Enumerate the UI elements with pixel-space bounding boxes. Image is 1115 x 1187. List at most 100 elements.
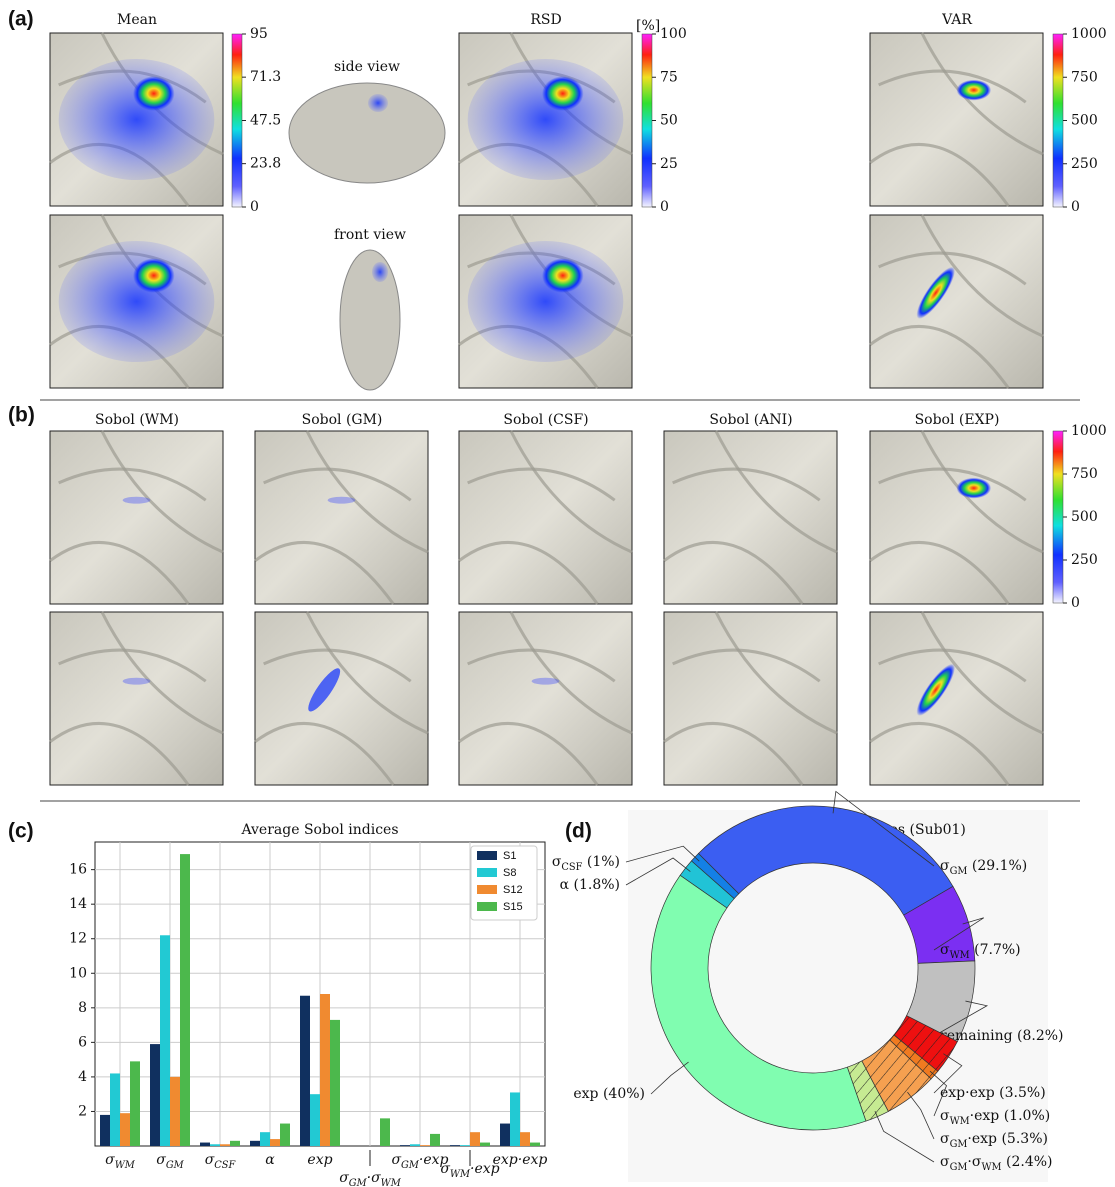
slice-label: σCSF (1%): [552, 854, 620, 873]
legend-label: S8: [503, 867, 516, 879]
colorbar-tick-label: 100: [660, 26, 687, 42]
surface-image: [870, 33, 1043, 206]
brain-side: [289, 83, 445, 183]
slice-label: exp·exp (3.5%): [940, 1085, 1046, 1101]
image-title: Sobol (ANI): [709, 412, 792, 428]
colorbar-tick-label: 0: [660, 199, 669, 215]
slice-label: α (1.8%): [560, 877, 620, 893]
image-title: Sobol (WM): [95, 412, 179, 428]
legend-label: S12: [503, 884, 523, 896]
bar: [410, 1144, 420, 1146]
y-tick-label: 16: [69, 862, 87, 878]
colorbar-tick-label: 0: [1071, 199, 1080, 215]
overlay: [328, 497, 356, 504]
bar: [100, 1115, 110, 1146]
surface-image: [459, 612, 632, 785]
overlay: [468, 59, 624, 180]
overlay: [372, 262, 388, 282]
bar: [260, 1132, 270, 1146]
surface-image: [50, 612, 223, 785]
y-tick-label: 8: [78, 1000, 87, 1016]
bar: [150, 1044, 160, 1146]
bar: [210, 1144, 220, 1146]
brain-front: [340, 250, 400, 390]
colorbar: [1053, 34, 1063, 207]
y-tick-label: 12: [69, 931, 87, 947]
surface-image: [870, 431, 1043, 604]
overlay: [133, 258, 175, 293]
overlay: [123, 497, 151, 504]
bar: [510, 1092, 520, 1146]
panel-label: (a): [8, 8, 34, 31]
bar: [280, 1124, 290, 1146]
colorbar-tick-label: 23.8: [250, 156, 281, 172]
y-tick-label: 2: [78, 1103, 87, 1119]
bar: [120, 1113, 130, 1146]
surface-image: [255, 431, 428, 604]
colorbar-tick-label: 75: [660, 69, 678, 85]
x-tick-label: exp·exp: [493, 1152, 548, 1168]
bar: [300, 996, 310, 1146]
bar: [330, 1020, 340, 1146]
x-tick-label: σCSF: [205, 1152, 237, 1171]
y-tick-label: 4: [78, 1069, 87, 1085]
colorbar-tick-label: 1000: [1071, 423, 1107, 439]
y-tick-label: 6: [78, 1034, 87, 1050]
overlay: [133, 76, 175, 111]
colorbar-tick-label: 71.3: [250, 69, 281, 85]
bar: [380, 1118, 390, 1146]
bar: [220, 1144, 230, 1146]
bar: [400, 1145, 410, 1146]
colorbar-tick-label: 50: [660, 113, 678, 129]
view-label: side view: [334, 59, 400, 75]
surface-image: [664, 612, 837, 785]
bar: [450, 1145, 460, 1146]
overlay: [468, 241, 624, 362]
colorbar-tick-label: 500: [1071, 509, 1098, 525]
overlay: [957, 80, 992, 101]
image-title: VAR: [941, 12, 972, 28]
figure: (a)Mean9571.347.523.80RSD1007550250[%]VA…: [0, 0, 1115, 1187]
colorbar-tick-label: 0: [250, 199, 259, 215]
colorbar-tick-label: 750: [1071, 69, 1098, 85]
surface-image: [50, 431, 223, 604]
overlay: [532, 678, 560, 685]
colorbar-tick-label: 250: [1071, 156, 1098, 172]
colorbar-tick-label: 500: [1071, 113, 1098, 129]
overlay: [59, 59, 215, 180]
bar: [270, 1139, 280, 1146]
x-tick-label: σGM·σWM: [339, 1170, 402, 1187]
legend-label: S15: [503, 901, 523, 913]
image-title: Sobol (GM): [302, 412, 383, 428]
colorbar: [1053, 431, 1063, 603]
overlay: [123, 678, 151, 685]
panel-label: (b): [8, 404, 35, 427]
colorbar-tick-label: 47.5: [250, 113, 281, 129]
colorbar-tick-label: 95: [250, 26, 268, 42]
image-title: Sobol (EXP): [915, 412, 1000, 428]
x-tick-label: σWM·exp: [440, 1161, 499, 1180]
panel-label: (c): [8, 820, 34, 843]
bar: [420, 1145, 430, 1146]
colorbar-tick-label: 1000: [1071, 26, 1107, 42]
surface-image: [459, 431, 632, 604]
bar: [520, 1132, 530, 1146]
legend-label: S1: [503, 850, 516, 862]
colorbar-tick-label: 0: [1071, 595, 1080, 611]
colorbar-tick-label: 25: [660, 156, 678, 172]
bar: [470, 1132, 480, 1146]
slice-label: remaining (8.2%): [940, 1028, 1064, 1044]
bar: [230, 1141, 240, 1146]
x-tick-label: α: [265, 1152, 275, 1168]
bar: [500, 1124, 510, 1146]
bar: [160, 935, 170, 1146]
overlay: [368, 94, 388, 112]
colorbar: [232, 34, 242, 207]
overlay: [957, 478, 992, 499]
overlay: [542, 76, 584, 111]
x-tick-label: exp: [307, 1152, 332, 1168]
legend-swatch: [477, 902, 497, 911]
image-title: Mean: [117, 12, 157, 28]
bar: [320, 994, 330, 1146]
surface-image: [255, 612, 428, 785]
